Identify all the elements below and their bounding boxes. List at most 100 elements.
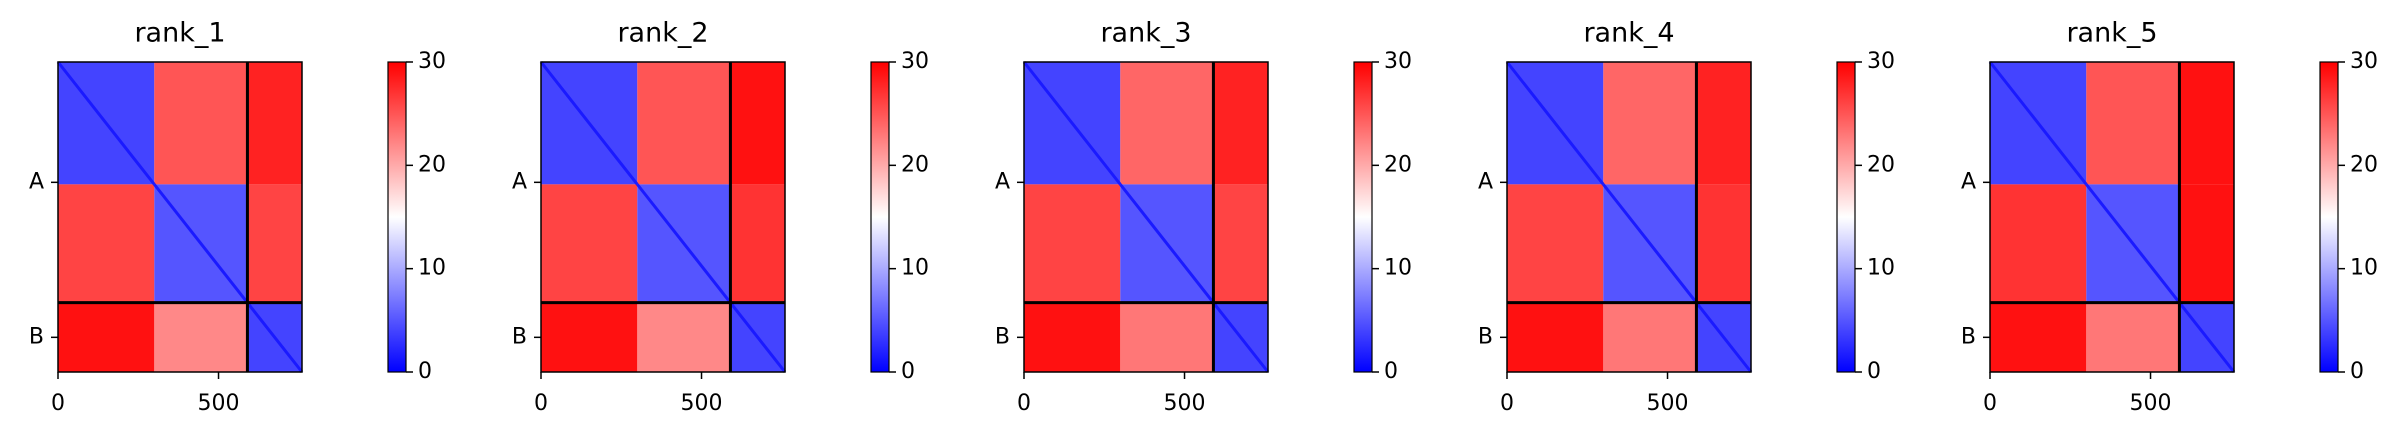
y-tick-label: B — [512, 324, 527, 349]
colorbar-tick-label: 30 — [418, 49, 446, 74]
diagonal — [1119, 183, 1215, 304]
x-tick-label: 500 — [2130, 391, 2172, 416]
colorbar — [1353, 61, 1373, 373]
heatmap-cell — [1990, 302, 2087, 372]
colorbar — [870, 61, 890, 373]
heatmap-cell — [730, 62, 785, 185]
colorbar-tick-label: 30 — [1384, 49, 1412, 74]
heatmap-cell — [637, 302, 731, 372]
colorbar-tick-label: 0 — [418, 359, 432, 384]
heatmap-cell — [1603, 302, 1697, 372]
y-tick-label: A — [29, 169, 44, 194]
heatmap-cell — [247, 184, 302, 303]
heatmap-cell — [2086, 62, 2180, 185]
x-tick-label: 0 — [1983, 391, 1997, 416]
heatmap-cell — [1507, 302, 1604, 372]
diagonal — [1505, 61, 1605, 186]
colorbar — [2319, 61, 2339, 373]
colorbar-tick-label: 20 — [418, 152, 446, 177]
y-tick-label: A — [1961, 169, 1976, 194]
diagonal — [636, 183, 732, 304]
heatmap-cell — [1120, 62, 1214, 185]
plot-frame — [57, 61, 303, 373]
heatmap-cell — [541, 184, 638, 303]
heatmap-cell — [1213, 184, 1268, 303]
x-tick-label: 500 — [681, 391, 723, 416]
heatmap-cell — [154, 302, 248, 372]
colorbar-tick-label: 10 — [901, 256, 929, 281]
colorbar-tick-label: 0 — [1867, 359, 1881, 384]
diagonal — [539, 61, 639, 186]
plot-frame — [1023, 61, 1269, 373]
x-tick-label: 500 — [1164, 391, 1206, 416]
diagonal — [2085, 183, 2181, 304]
panel-title: rank_1 — [134, 18, 225, 49]
y-tick-label: B — [1478, 324, 1493, 349]
y-tick-label: B — [1961, 324, 1976, 349]
colorbar-tick-label: 10 — [1867, 256, 1895, 281]
heatmap-cell — [1990, 184, 2087, 303]
panel-title: rank_3 — [1100, 18, 1191, 49]
y-tick-label: B — [29, 324, 44, 349]
x-tick-label: 0 — [51, 391, 65, 416]
heatmap-cell — [1213, 62, 1268, 185]
colorbar-tick-label: 20 — [1384, 152, 1412, 177]
x-tick-label: 0 — [1500, 391, 1514, 416]
colorbar-tick-label: 30 — [2350, 49, 2378, 74]
plot-frame — [1506, 61, 1752, 373]
colorbar-tick-label: 0 — [901, 359, 915, 384]
diagonal — [2178, 301, 2236, 373]
x-tick-label: 500 — [198, 391, 240, 416]
colorbar-tick-label: 20 — [1867, 152, 1895, 177]
x-tick-label: 0 — [534, 391, 548, 416]
colorbar-tick-label: 10 — [1384, 256, 1412, 281]
heatmap-cell — [1024, 302, 1121, 372]
colorbar — [1836, 61, 1856, 373]
diagonal — [246, 301, 304, 373]
heatmap-cell — [1603, 62, 1697, 185]
heatmap-cell — [1120, 302, 1214, 372]
diagonal — [729, 301, 787, 373]
heatmap-cell — [2179, 184, 2234, 303]
panel-title: rank_2 — [617, 18, 708, 49]
heatmap-cell — [2086, 302, 2180, 372]
panel-title: rank_4 — [1583, 18, 1674, 49]
colorbar — [387, 61, 407, 373]
diagonal — [1988, 61, 2088, 186]
colorbar-tick-label: 0 — [2350, 359, 2364, 384]
diagonal — [1695, 301, 1753, 373]
colorbar-tick-label: 20 — [901, 152, 929, 177]
colorbar-tick-label: 20 — [2350, 152, 2378, 177]
heatmap-cell — [1024, 184, 1121, 303]
plot-frame — [1989, 61, 2235, 373]
colorbar-tick-label: 0 — [1384, 359, 1398, 384]
heatmap-cell — [58, 184, 155, 303]
x-tick-label: 500 — [1647, 391, 1689, 416]
diagonal — [153, 183, 249, 304]
y-tick-label: B — [995, 324, 1010, 349]
heatmap-cell — [541, 302, 638, 372]
heatmap-cell — [247, 62, 302, 185]
y-tick-label: A — [1478, 169, 1493, 194]
diagonal — [1022, 61, 1122, 186]
heatmap-cell — [58, 302, 155, 372]
diagonal — [1602, 183, 1698, 304]
heatmap-cell — [1507, 184, 1604, 303]
diagonal — [56, 61, 156, 186]
colorbar-tick-label: 10 — [2350, 256, 2378, 281]
diagonal — [1212, 301, 1270, 373]
y-tick-label: A — [995, 169, 1010, 194]
x-tick-label: 0 — [1017, 391, 1031, 416]
heatmap-cell — [154, 62, 248, 185]
heatmap-cell — [1696, 184, 1751, 303]
colorbar-tick-label: 30 — [1867, 49, 1895, 74]
colorbar-tick-label: 10 — [418, 256, 446, 281]
heatmap-cell — [730, 184, 785, 303]
colorbar-tick-label: 30 — [901, 49, 929, 74]
panel-title: rank_5 — [2066, 18, 2157, 49]
y-tick-label: A — [512, 169, 527, 194]
heatmap-cell — [2179, 62, 2234, 185]
plot-frame — [540, 61, 786, 373]
heatmap-cell — [1696, 62, 1751, 185]
